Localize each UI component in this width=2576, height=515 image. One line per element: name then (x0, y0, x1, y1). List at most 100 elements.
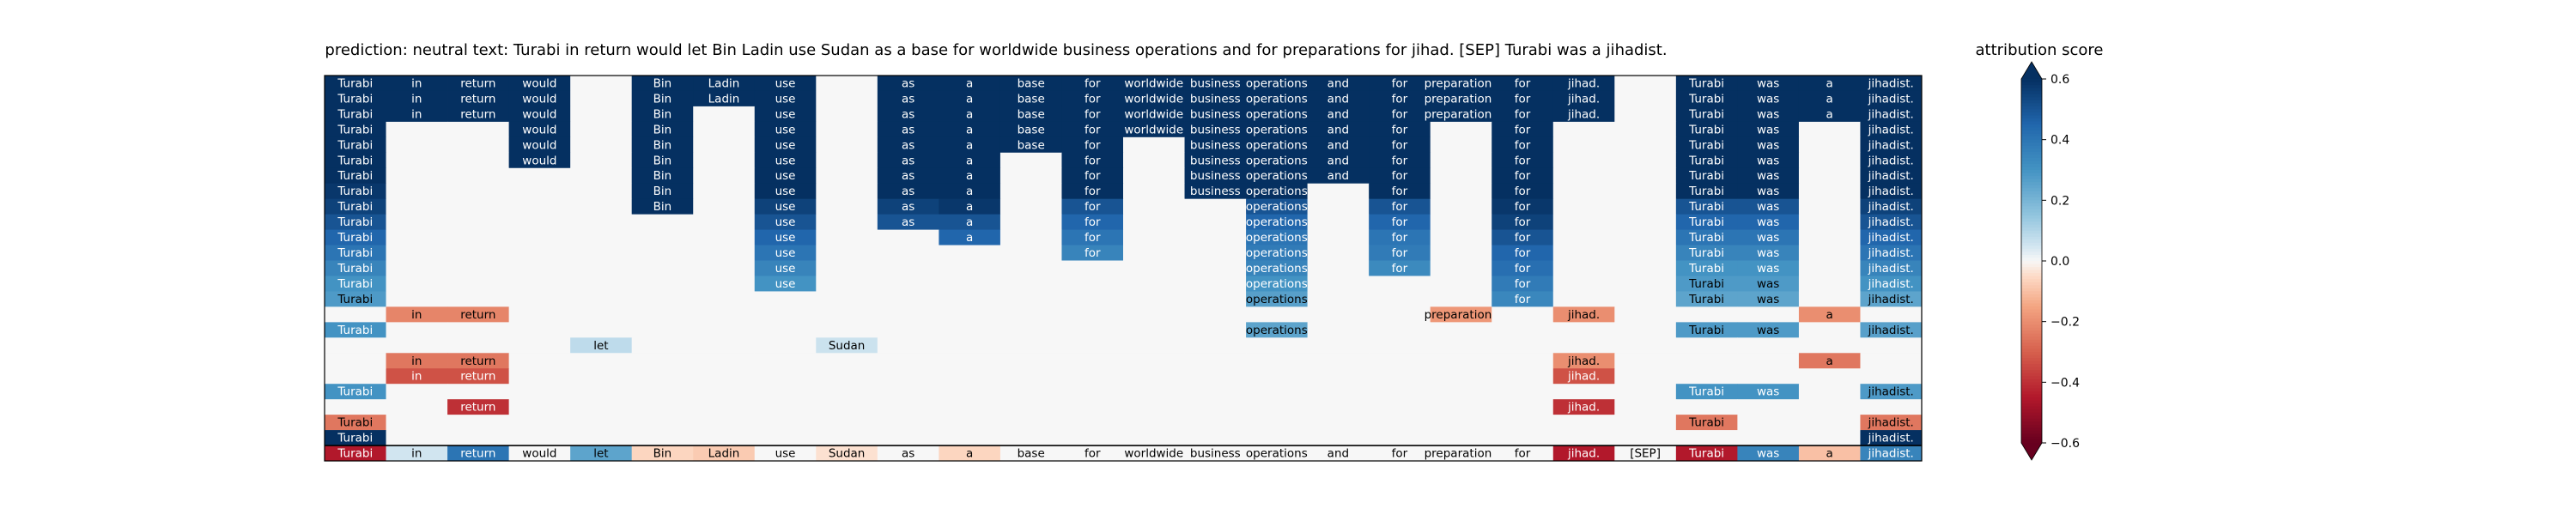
cell-token-label: Turabi (1688, 154, 1724, 167)
cell-token-label: Turabi (1688, 231, 1724, 245)
heatmap-cell (1369, 415, 1431, 431)
colorbar-tick-label: 0.2 (2050, 194, 2069, 208)
cell-token-label: base (1018, 447, 1045, 461)
heatmap-cell (939, 214, 1001, 230)
heatmap-cell (1614, 368, 1677, 385)
colorbar-segment (2021, 391, 2042, 396)
heatmap-cell (1246, 260, 1309, 276)
cell-token-label: return (460, 447, 495, 461)
cell-token-label: Turabi (337, 447, 373, 461)
heatmap-cell (325, 368, 386, 385)
heatmap-cell (1860, 322, 1923, 338)
heatmap-cell (693, 229, 756, 245)
heatmap-cell (693, 384, 756, 400)
heatmap-cell (1430, 322, 1492, 338)
cell-token-label: in (411, 447, 422, 461)
cell-token-label: jihad. (1567, 76, 1600, 90)
colorbar-segment (2021, 403, 2042, 408)
cell-token-label: operations (1246, 262, 1308, 276)
heatmap-cell (1552, 353, 1615, 369)
heatmap-cell (1614, 198, 1677, 215)
cell-token-label: return (460, 92, 495, 106)
heatmap-cell (447, 322, 510, 338)
heatmap-cell (1061, 260, 1124, 276)
heatmap-cell (1123, 152, 1185, 169)
heatmap-cell (1675, 229, 1738, 245)
heatmap-cell (1798, 214, 1861, 230)
heatmap-cell (1737, 167, 1800, 185)
heatmap-cell (386, 445, 448, 462)
heatmap-cell (1675, 245, 1738, 261)
colorbar-segment (2021, 427, 2042, 432)
heatmap-cell (877, 90, 939, 107)
heatmap-cell (939, 167, 1001, 185)
heatmap-cell (1430, 415, 1492, 431)
heatmap-cell (631, 183, 694, 200)
colorbar-segment (2021, 139, 2042, 143)
colorbar-segment (2021, 315, 2042, 319)
colorbar-segment (2021, 348, 2042, 353)
heatmap-cell (1675, 198, 1738, 215)
heatmap-cell (1614, 291, 1677, 307)
heatmap-cell (1552, 260, 1615, 276)
heatmap-cell (1552, 136, 1615, 154)
heatmap-cell (1492, 90, 1554, 107)
cell-token-label: Turabi (337, 138, 373, 152)
heatmap-cell (1430, 337, 1492, 354)
heatmap-cell (1614, 322, 1677, 338)
heatmap-cell (1061, 445, 1124, 462)
colorbar-segment (2021, 370, 2042, 374)
colorbar-segment (2021, 354, 2042, 359)
heatmap-cell (325, 183, 386, 200)
heatmap-cell (386, 384, 448, 400)
heatmap-cell (508, 415, 571, 431)
heatmap-cell (1675, 76, 1738, 92)
cell-token-label: for (1392, 169, 1408, 183)
heatmap-cell (1492, 106, 1554, 123)
heatmap-cell (386, 291, 448, 307)
heatmap-cell (1675, 353, 1738, 369)
cell-token-label: business (1190, 169, 1241, 183)
colorbar-segment (2021, 148, 2042, 153)
heatmap-cell (1860, 337, 1923, 354)
cell-token-label: Turabi (1688, 447, 1724, 461)
cell-token-label: operations (1246, 185, 1308, 198)
heatmap-cell (754, 136, 817, 154)
heatmap-cell (325, 198, 386, 215)
cell-token-label: for (1515, 262, 1531, 276)
colorbar-segment (2021, 197, 2042, 201)
heatmap-cell (816, 152, 878, 169)
heatmap-cell (570, 399, 633, 415)
heatmap-cell (447, 90, 510, 107)
colorbar-segment (2021, 345, 2042, 350)
heatmap-cell (1798, 183, 1861, 200)
cell-token-label: for (1515, 107, 1531, 121)
cell-token-label: a (1826, 354, 1833, 368)
heatmap-cell (999, 415, 1062, 431)
cell-token-label: business (1190, 76, 1241, 90)
cell-token-label: as (902, 92, 914, 106)
cell-token-label: base (1018, 123, 1045, 136)
colorbar-segment (2021, 79, 2042, 83)
heatmap-cell (1184, 384, 1247, 400)
heatmap-cell (1737, 384, 1800, 400)
heatmap-cell (1492, 322, 1554, 338)
heatmap-cell (631, 337, 694, 354)
colorbar-segment (2021, 154, 2042, 159)
heatmap-cell (939, 445, 1001, 462)
cell-token-label: Bin (653, 447, 672, 461)
heatmap-cell (631, 353, 694, 369)
heatmap-cell (447, 384, 510, 400)
heatmap-cell (999, 445, 1062, 462)
heatmap-cell (999, 76, 1062, 92)
colorbar-segment (2021, 242, 2042, 246)
cell-token-label: base (1018, 138, 1045, 152)
heatmap-cell (1614, 399, 1677, 415)
cell-token-label: return (460, 354, 495, 368)
heatmap-cell (939, 368, 1001, 385)
colorbar-tick-label: 0.6 (2050, 73, 2069, 87)
heatmap-cell (1307, 276, 1370, 292)
heatmap-cell (1307, 214, 1370, 230)
cell-token-label: Turabi (1688, 416, 1724, 430)
heatmap-cell (1369, 198, 1431, 215)
